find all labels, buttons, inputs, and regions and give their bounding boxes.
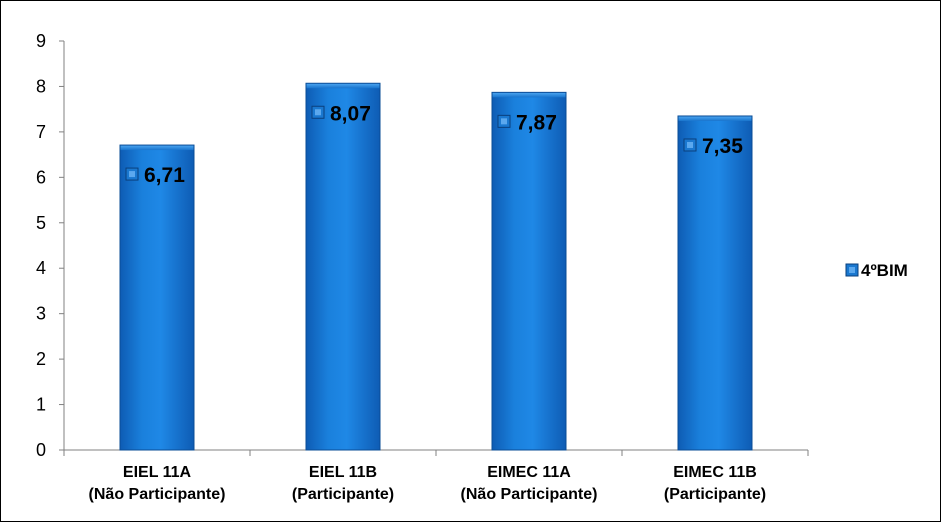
y-tick-label: 1 (36, 395, 46, 415)
x-category-label: EIEL 11A (123, 464, 192, 481)
legend-label: 4ºBIM (861, 261, 908, 280)
x-category-label: EIMEC 11A (487, 464, 571, 481)
y-tick-label: 2 (36, 349, 46, 369)
y-tick-label: 6 (36, 167, 46, 187)
legend-key-inner (849, 267, 855, 273)
x-category-label: (Participante) (664, 486, 766, 503)
data-label: 6,71 (144, 164, 185, 187)
y-tick-label: 3 (36, 304, 46, 324)
bar-top-highlight (120, 145, 194, 150)
bar (306, 83, 380, 450)
x-category-label: (Participante) (292, 486, 394, 503)
bar-top-highlight (306, 83, 380, 88)
bar (120, 145, 194, 450)
y-tick-label: 0 (36, 440, 46, 460)
bars (120, 83, 752, 450)
x-category-label: EIMEC 11B (673, 464, 757, 481)
bar-top-highlight (678, 116, 752, 121)
data-label: 8,07 (330, 102, 371, 125)
data-label-key-inner (501, 118, 507, 124)
y-tick-label: 9 (36, 31, 46, 51)
x-category-label: EIEL 11B (309, 464, 377, 481)
bar (492, 92, 566, 450)
data-label: 7,35 (702, 135, 743, 158)
data-labels: 6,71 8,07 7,87 7,35 (126, 102, 743, 187)
data-label: 7,87 (516, 111, 557, 134)
y-tick-label: 7 (36, 122, 46, 142)
y-tick-label: 4 (36, 258, 46, 278)
bar-top-highlight (492, 92, 566, 97)
legend: 4ºBIM (846, 261, 908, 280)
y-tick-label: 8 (36, 76, 46, 96)
bar (678, 116, 752, 450)
data-label-key-inner (129, 171, 135, 177)
data-label-key-inner (687, 142, 693, 148)
x-category-label: (Não Participante) (461, 486, 598, 503)
data-label-key-inner (315, 109, 321, 115)
x-category-label: (Não Participante) (89, 486, 226, 503)
y-tick-label: 5 (36, 213, 46, 233)
